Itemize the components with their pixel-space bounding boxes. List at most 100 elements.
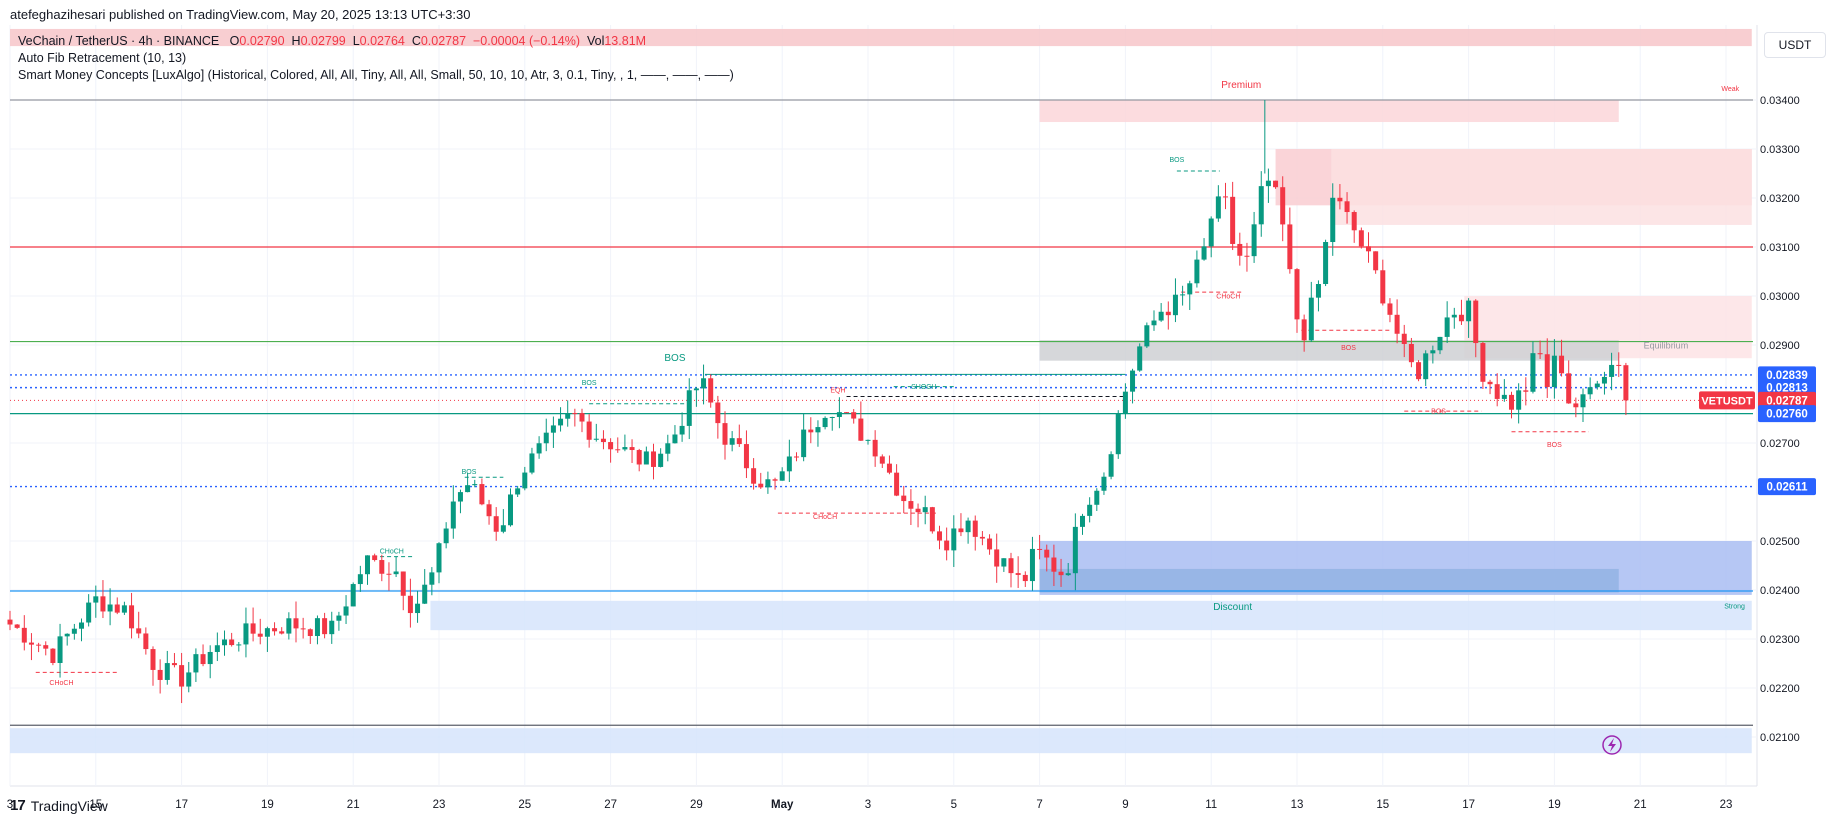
candle[interactable] bbox=[643, 446, 649, 465]
candle[interactable] bbox=[600, 430, 606, 450]
candle[interactable] bbox=[1008, 552, 1014, 588]
candle[interactable] bbox=[872, 430, 878, 467]
candle[interactable] bbox=[243, 607, 249, 658]
candle[interactable] bbox=[958, 513, 964, 537]
candle[interactable] bbox=[1208, 216, 1214, 258]
candle[interactable] bbox=[543, 418, 549, 452]
candle[interactable] bbox=[1130, 368, 1136, 404]
candle[interactable] bbox=[994, 533, 1000, 583]
candle[interactable] bbox=[715, 395, 721, 439]
candle[interactable] bbox=[129, 592, 135, 639]
candle[interactable] bbox=[879, 454, 885, 468]
candle[interactable] bbox=[286, 612, 292, 640]
symbol-title[interactable]: VeChain / TetherUS · 4h · BINANCE bbox=[18, 34, 220, 48]
candle[interactable] bbox=[436, 542, 442, 584]
candle[interactable] bbox=[357, 565, 363, 592]
candle[interactable] bbox=[1058, 558, 1064, 587]
candle[interactable] bbox=[1079, 513, 1086, 535]
candle[interactable] bbox=[136, 611, 142, 639]
candle[interactable] bbox=[364, 555, 371, 585]
candle[interactable] bbox=[894, 464, 900, 497]
candle[interactable] bbox=[908, 489, 914, 526]
candle[interactable] bbox=[1508, 391, 1515, 419]
candle[interactable] bbox=[200, 644, 206, 667]
candle[interactable] bbox=[558, 407, 564, 432]
candle[interactable] bbox=[786, 439, 792, 482]
candle[interactable] bbox=[1408, 337, 1414, 368]
candle[interactable] bbox=[164, 650, 170, 685]
candle[interactable] bbox=[593, 423, 599, 442]
candle[interactable] bbox=[515, 485, 521, 498]
candle[interactable] bbox=[1323, 239, 1329, 287]
indicator-fib[interactable]: Auto Fib Retracement (10, 13) bbox=[18, 51, 187, 65]
candle[interactable] bbox=[1280, 176, 1286, 242]
candle[interactable] bbox=[250, 607, 256, 642]
candle[interactable] bbox=[1358, 227, 1364, 249]
candle[interactable] bbox=[1566, 360, 1572, 404]
candle[interactable] bbox=[1387, 298, 1393, 323]
candle[interactable] bbox=[636, 448, 642, 472]
candle[interactable] bbox=[1337, 184, 1343, 210]
candle[interactable] bbox=[293, 601, 299, 643]
candle[interactable] bbox=[143, 627, 149, 655]
candle[interactable] bbox=[1430, 345, 1436, 364]
candle[interactable] bbox=[1537, 340, 1543, 359]
candle[interactable] bbox=[307, 628, 313, 644]
candle[interactable] bbox=[1480, 341, 1486, 389]
candle[interactable] bbox=[429, 567, 435, 596]
candle[interactable] bbox=[386, 562, 392, 591]
candle[interactable] bbox=[915, 503, 921, 528]
candle[interactable] bbox=[329, 611, 335, 644]
candle[interactable] bbox=[793, 452, 800, 462]
candle[interactable] bbox=[393, 556, 399, 578]
candle[interactable] bbox=[1365, 232, 1372, 263]
candle[interactable] bbox=[1573, 397, 1579, 418]
candle[interactable] bbox=[615, 437, 621, 453]
candle[interactable] bbox=[422, 569, 428, 605]
candle[interactable] bbox=[214, 632, 220, 662]
candle[interactable] bbox=[1623, 362, 1629, 416]
currency-button[interactable]: USDT bbox=[1764, 32, 1826, 58]
candle[interactable] bbox=[901, 485, 907, 514]
candle[interactable] bbox=[1516, 383, 1522, 424]
candle[interactable] bbox=[1273, 180, 1279, 189]
candle[interactable] bbox=[1244, 242, 1250, 272]
candle[interactable] bbox=[550, 416, 556, 448]
candle[interactable] bbox=[886, 455, 892, 475]
candle[interactable] bbox=[736, 424, 742, 447]
candle[interactable] bbox=[1301, 314, 1307, 352]
candle[interactable] bbox=[1122, 383, 1128, 419]
candle[interactable] bbox=[1151, 310, 1157, 331]
candle[interactable] bbox=[121, 601, 127, 615]
candle[interactable] bbox=[379, 554, 385, 582]
candle[interactable] bbox=[665, 434, 671, 462]
candle[interactable] bbox=[486, 499, 492, 525]
candle[interactable] bbox=[343, 595, 349, 624]
candle[interactable] bbox=[1616, 352, 1622, 378]
candle[interactable] bbox=[14, 624, 20, 629]
candle[interactable] bbox=[658, 448, 664, 468]
candle[interactable] bbox=[257, 618, 263, 645]
candle[interactable] bbox=[415, 590, 421, 623]
candle[interactable] bbox=[1172, 278, 1178, 323]
candle[interactable] bbox=[300, 617, 306, 639]
candle[interactable] bbox=[1180, 285, 1186, 306]
candle[interactable] bbox=[1394, 299, 1400, 344]
candle[interactable] bbox=[1022, 571, 1028, 587]
lightning-icon[interactable] bbox=[1602, 735, 1622, 755]
candle[interactable] bbox=[1194, 250, 1200, 288]
candle[interactable] bbox=[1544, 338, 1550, 398]
candle[interactable] bbox=[1523, 377, 1529, 406]
candle[interactable] bbox=[1609, 352, 1615, 391]
candle[interactable] bbox=[78, 618, 85, 642]
candle[interactable] bbox=[7, 610, 13, 631]
candle[interactable] bbox=[221, 630, 228, 656]
candle[interactable] bbox=[157, 659, 163, 694]
candle[interactable] bbox=[936, 525, 943, 550]
candle[interactable] bbox=[672, 425, 678, 444]
candle[interactable] bbox=[350, 582, 356, 607]
candle[interactable] bbox=[171, 653, 177, 668]
candle[interactable] bbox=[965, 517, 971, 544]
candle[interactable] bbox=[1094, 488, 1100, 511]
